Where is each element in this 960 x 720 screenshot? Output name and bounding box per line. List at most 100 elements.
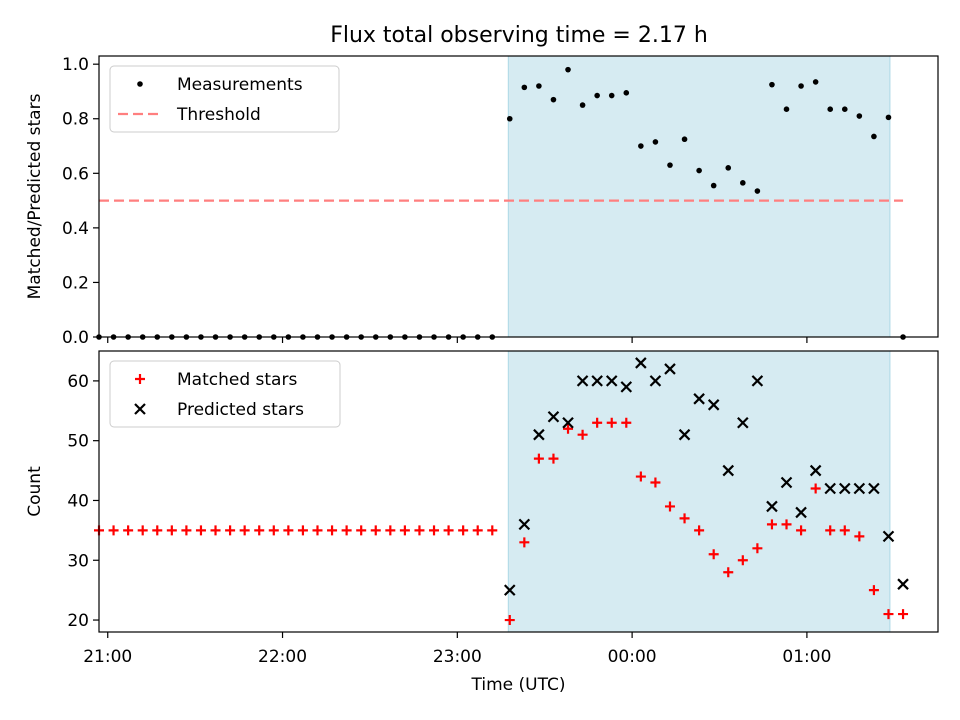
predicted-star-point: [839, 482, 851, 495]
matched-star-point: [458, 525, 469, 536]
matched-star-point: [341, 525, 352, 536]
matched-star-point: [123, 525, 134, 536]
matched-star-point: [810, 483, 821, 494]
y-tick-label: 1.0: [62, 55, 89, 75]
y-tick-label: 50: [67, 432, 89, 452]
matched-star-point: [577, 429, 588, 440]
y-tick-label: 30: [67, 551, 89, 571]
matched-star-point: [399, 525, 410, 536]
measurement-point: [696, 167, 702, 174]
y-tick-label: 0.2: [62, 273, 89, 293]
matched-star-point: [487, 525, 498, 536]
y-tick-label: 0.6: [62, 164, 89, 184]
matched-star-point: [385, 525, 396, 536]
predicted-star-point: [707, 399, 720, 411]
predicted-star-point: [518, 518, 531, 531]
matched-star-point: [283, 525, 294, 536]
matched-star-point: [766, 519, 777, 530]
predicted-star-point: [795, 506, 807, 519]
matched-star-point: [210, 525, 221, 536]
measurement-point: [521, 84, 528, 91]
count-panel: 20 30 40 50 60 21:00 22:00 23:00 00:00 01:00 Count…: [25, 350, 939, 695]
measurement-point: [608, 92, 615, 99]
predicted-star-point: [503, 584, 516, 596]
predicted-star-point: [824, 482, 836, 495]
predicted-star-point: [882, 530, 895, 543]
matched-star-point: [195, 525, 206, 536]
y-tick-label: 0.8: [62, 110, 89, 130]
y-tick-label: 0.0: [62, 328, 89, 348]
matched-star-point: [414, 525, 425, 536]
matched-star-point: [370, 525, 381, 536]
legend-label: Measurements: [177, 75, 303, 95]
y-axis-label: Matched/Predicted stars: [25, 93, 45, 299]
matched-star-point: [708, 549, 719, 560]
y-tick-label: 40: [67, 491, 89, 511]
legend-label: Matched stars: [177, 370, 297, 390]
measurement-point: [623, 90, 630, 96]
measurement-point: [885, 114, 892, 121]
predicted-star-point: [649, 375, 662, 387]
predicted-star-point: [766, 500, 778, 513]
measurement-point: [506, 115, 513, 122]
measurement-point: [783, 106, 790, 112]
matched-star-point: [635, 471, 646, 482]
matched-star-point: [563, 423, 574, 434]
measurement-point: [798, 83, 804, 89]
predicted-star-point: [780, 476, 793, 489]
predicted-star-point: [868, 482, 880, 495]
matched-star-point: [504, 615, 515, 626]
matched-star-point: [225, 525, 236, 536]
matched-star-point: [621, 417, 632, 428]
predicted-star-point: [605, 375, 618, 387]
matched-star-point: [312, 525, 323, 536]
legend-matched-marker: [135, 374, 145, 384]
legend-box: [109, 65, 340, 133]
matched-star-point: [297, 525, 308, 536]
measurement-point: [550, 96, 557, 103]
predicted-star-point: [678, 428, 691, 441]
matched-star-point: [606, 417, 617, 428]
measurement-point: [754, 188, 761, 194]
measurement-point: [871, 133, 877, 140]
measurement-point: [812, 79, 819, 85]
predicted-star-point: [664, 363, 676, 375]
measurement-point: [667, 162, 673, 168]
measurement-point: [681, 136, 688, 143]
predicted-star-point: [737, 416, 749, 429]
legend-measurement-marker: [137, 81, 143, 87]
predicted-star-point: [533, 428, 545, 441]
matched-star-point: [239, 525, 250, 536]
x-tick-label: 22:00: [258, 647, 307, 667]
matched-star-point: [781, 519, 792, 530]
predicted-star-point: [809, 464, 822, 477]
matched-star-point: [137, 525, 148, 536]
matched-star-point: [152, 525, 163, 536]
y-tick-label: 20: [67, 611, 89, 631]
observing-span-shade: [507, 55, 891, 338]
legend-predicted-marker: [134, 403, 146, 415]
ratio-panel: 0.0 0.2 0.4 0.6 0.8 1.0 Matched/Predicted star…: [25, 55, 939, 348]
measurement-point: [827, 106, 834, 112]
matched-star-point: [592, 417, 603, 428]
legend-box: [109, 360, 341, 428]
legend-label: Predicted stars: [177, 400, 304, 420]
x-tick-label: 21:00: [83, 647, 132, 667]
y-tick-label: 60: [67, 372, 89, 392]
matched-star-point: [752, 543, 763, 554]
matched-star-point: [650, 477, 661, 488]
axes-frame: [98, 350, 939, 633]
matched-star-point: [429, 525, 440, 536]
x-tick-label: 23:00: [433, 647, 482, 667]
measurement-point: [769, 81, 775, 88]
measurement-point: [841, 106, 848, 112]
predicted-star-point: [591, 375, 603, 387]
measurement-point: [536, 83, 542, 89]
predicted-star-point: [547, 410, 560, 423]
legend-label: Threshold: [176, 105, 261, 125]
predicted-star-point: [635, 357, 647, 369]
predicted-star-point: [853, 482, 866, 495]
matched-star-point: [166, 525, 177, 536]
measurement-point: [594, 92, 600, 99]
